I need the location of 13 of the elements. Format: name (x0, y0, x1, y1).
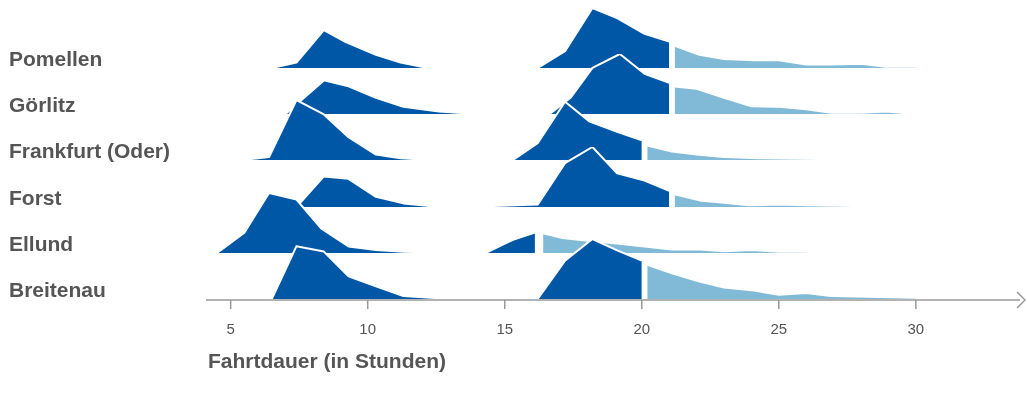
x-tick-label: 15 (496, 320, 514, 338)
y-axis-title: Ellund (9, 230, 74, 257)
x-tick-label: 5 (226, 320, 235, 338)
y-axis-title: Pomellen (9, 46, 103, 72)
x-tick-label: 30 (907, 320, 925, 338)
y-axis-title: Frankfurt (Oder) (9, 138, 171, 165)
x-tick-label: 20 (633, 320, 651, 338)
y-axis-title: Breitenau (9, 277, 106, 303)
y-axis-title: Görlitz (9, 92, 76, 119)
x-axis-title: Fahrtdauer (in Stunden) (208, 349, 446, 373)
x-tick-label: 25 (770, 320, 788, 338)
x-tick-label: 10 (359, 320, 377, 338)
y-axis-title: Forst (9, 184, 62, 211)
